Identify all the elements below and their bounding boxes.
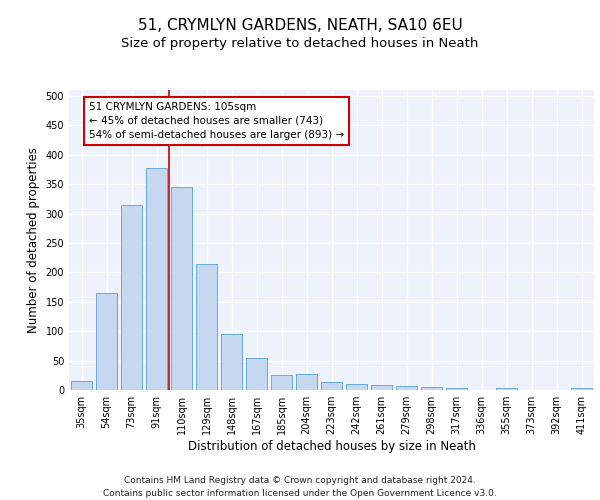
Text: Contains HM Land Registry data © Crown copyright and database right 2024.
Contai: Contains HM Land Registry data © Crown c… [103,476,497,498]
Bar [121,204,142,390]
Bar [446,388,467,390]
Y-axis label: Number of detached properties: Number of detached properties [27,147,40,333]
Text: Size of property relative to detached houses in Neath: Size of property relative to detached ho… [121,38,479,51]
Bar [371,384,392,390]
Bar [71,381,92,390]
Text: 51, CRYMLYN GARDENS, NEATH, SA10 6EU: 51, CRYMLYN GARDENS, NEATH, SA10 6EU [137,18,463,32]
Bar [96,293,117,390]
Text: 51 CRYMLYN GARDENS: 105sqm
← 45% of detached houses are smaller (743)
54% of sem: 51 CRYMLYN GARDENS: 105sqm ← 45% of deta… [89,102,344,140]
X-axis label: Distribution of detached houses by size in Neath: Distribution of detached houses by size … [188,440,475,453]
Bar [271,376,292,390]
Bar [421,387,442,390]
Bar [146,168,167,390]
Bar [171,187,192,390]
Bar [221,334,242,390]
Bar [496,388,517,390]
Bar [196,264,217,390]
Bar [571,388,592,390]
Bar [396,386,417,390]
Bar [296,374,317,390]
Bar [321,382,342,390]
Bar [246,358,267,390]
Bar [346,384,367,390]
